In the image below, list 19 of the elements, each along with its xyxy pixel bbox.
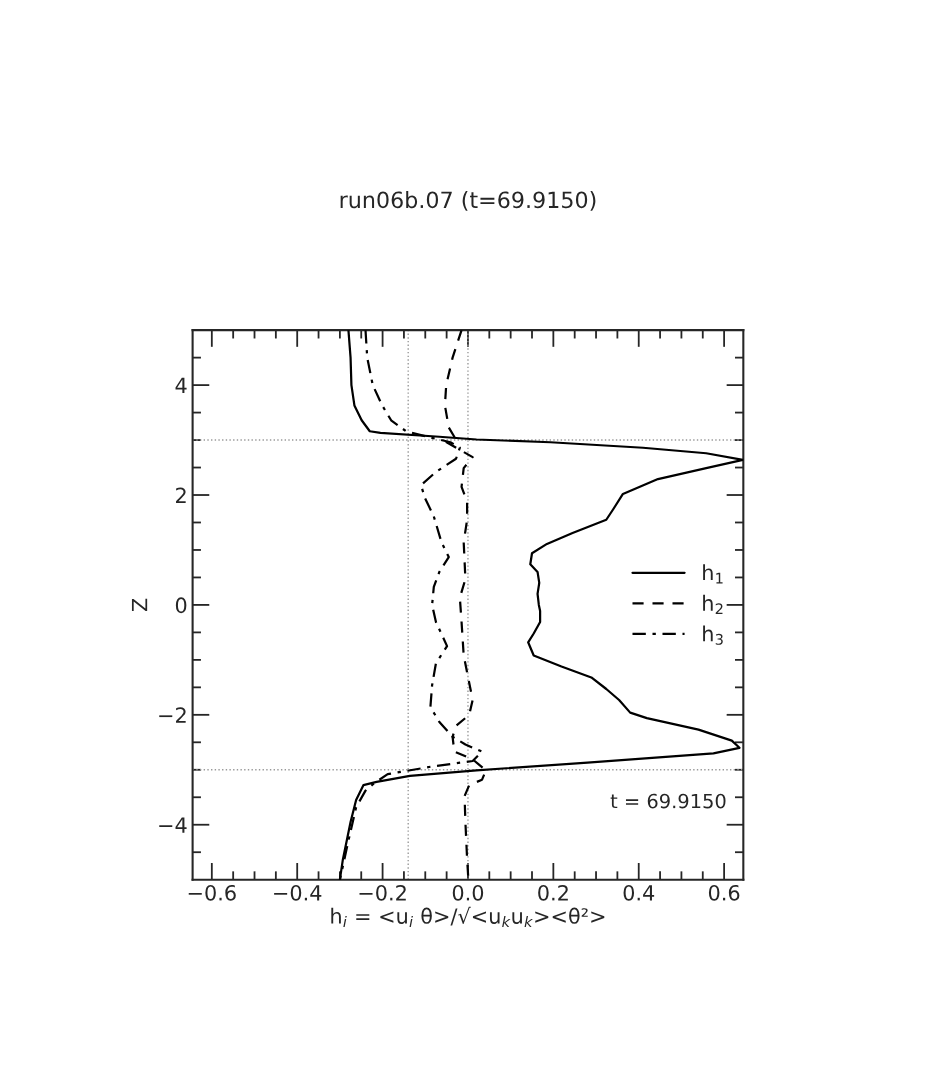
legend-label: h$_{1}$ xyxy=(703,564,723,584)
y-tick-label: 0 xyxy=(175,597,187,614)
y-axis-title: Z xyxy=(131,598,148,612)
text: h$_{i}$ = <u$_{i}$ θ>/√<u$_{k}$u$_{k}$><θ²> xyxy=(331,906,605,928)
x-tick-label: 0.2 xyxy=(538,884,568,901)
chart-title: run06b.07 (t=69.9150) xyxy=(340,191,596,211)
x-tick-label: 0.6 xyxy=(708,884,740,901)
legend-label: h$_{2}$ xyxy=(703,594,723,615)
legend-label: h$_{3}$ xyxy=(703,625,723,645)
x-tick-label: −0.2 xyxy=(359,884,406,901)
y-tick-label: 2 xyxy=(176,487,186,503)
y-tick-label: −4 xyxy=(159,817,187,833)
y-tick-label: 4 xyxy=(175,377,187,394)
x-tick-label: 0.4 xyxy=(623,884,655,901)
x-tick-label: 0.0 xyxy=(452,884,484,901)
x-tick-label: −0.6 xyxy=(188,884,236,901)
y-tick-label: −2 xyxy=(159,707,186,723)
x-tick-label: −0.4 xyxy=(274,884,322,901)
annotation: t = 69.9150 xyxy=(610,793,726,809)
